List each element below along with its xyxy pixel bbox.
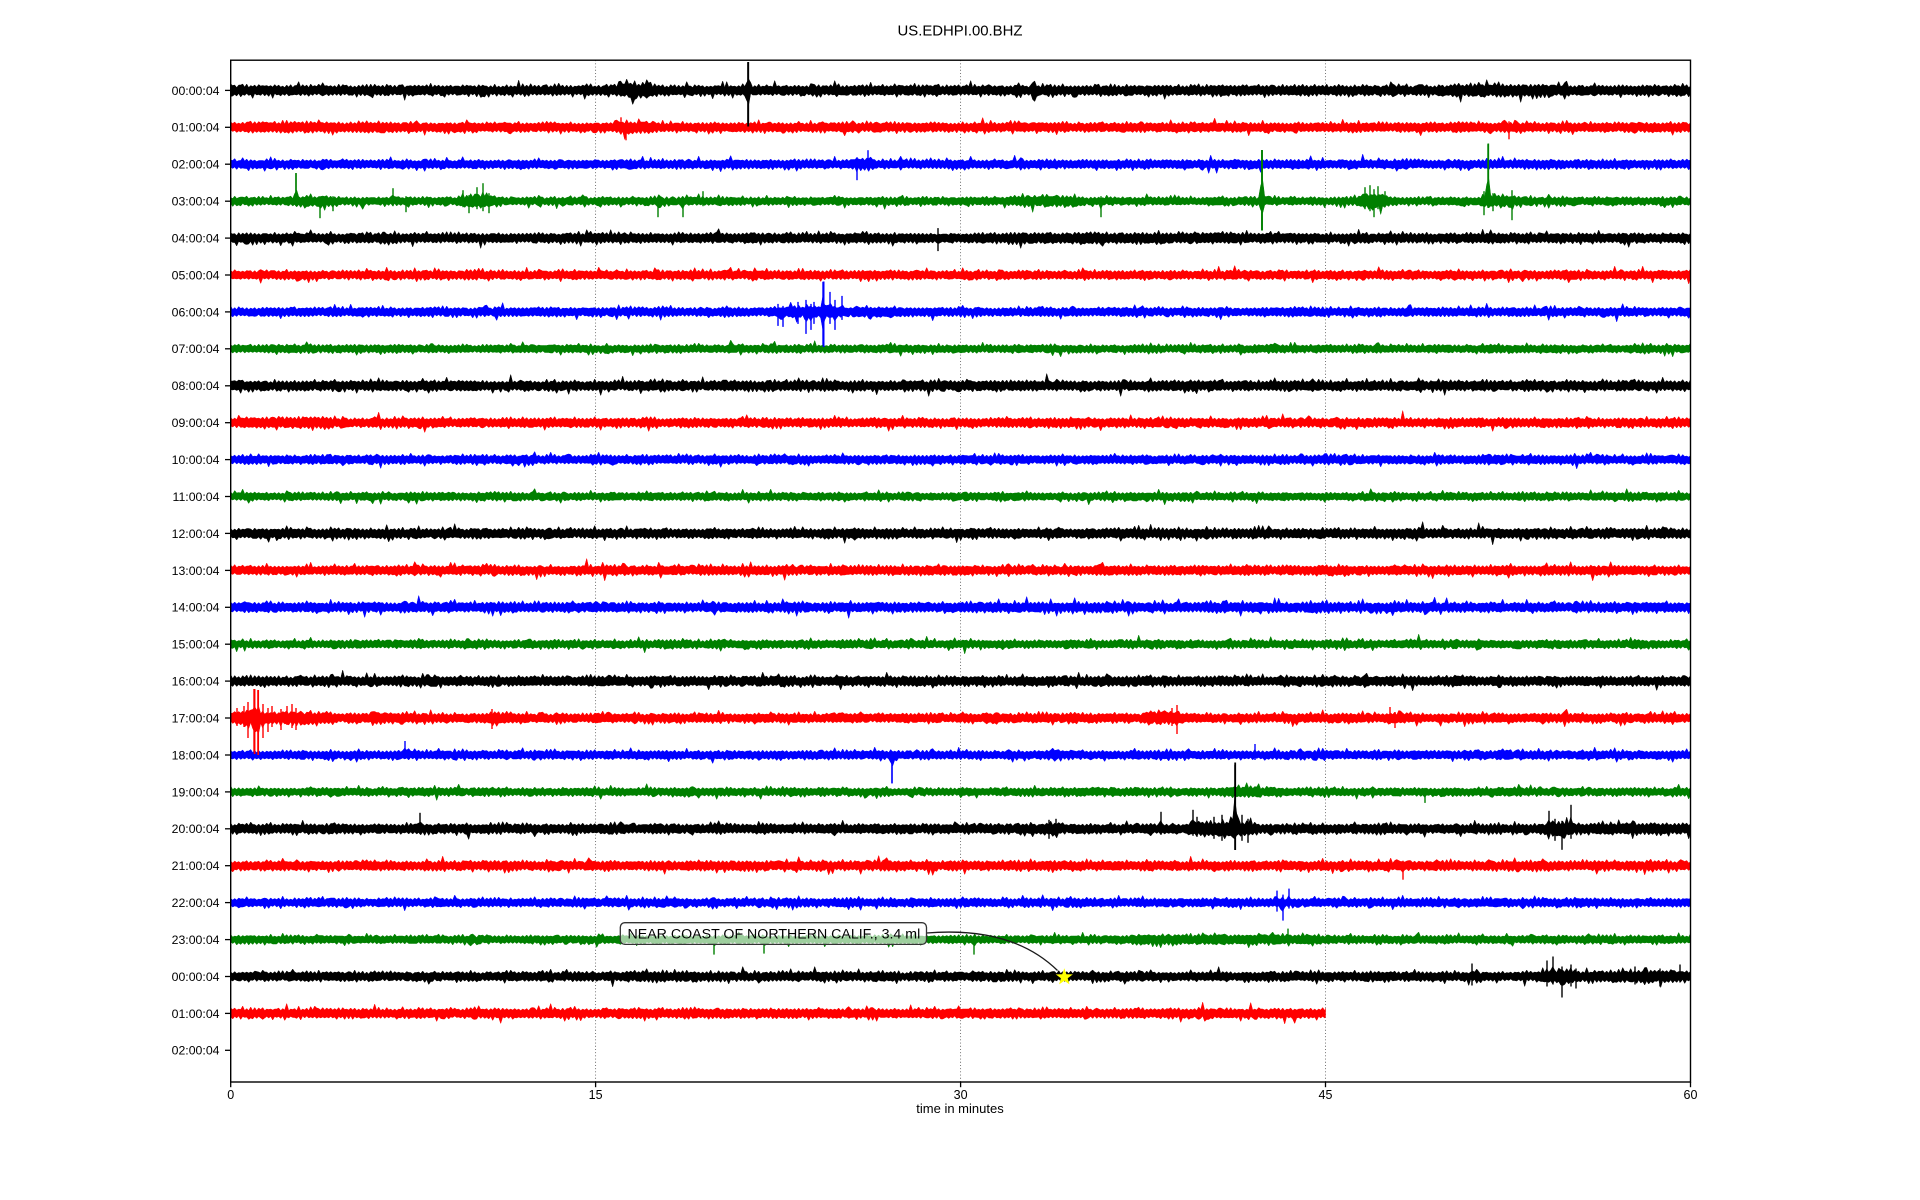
- svg-text:22:00:04: 22:00:04: [172, 896, 220, 910]
- svg-text:00:00:04: 00:00:04: [172, 970, 220, 984]
- svg-text:11:00:04: 11:00:04: [173, 490, 220, 504]
- svg-text:14:00:04: 14:00:04: [172, 601, 220, 615]
- svg-text:02:00:04: 02:00:04: [172, 1044, 220, 1058]
- svg-text:10:00:04: 10:00:04: [172, 453, 220, 467]
- svg-text:13:00:04: 13:00:04: [172, 564, 220, 578]
- svg-text:US.EDHPI.00.BHZ: US.EDHPI.00.BHZ: [898, 23, 1023, 39]
- svg-text:20:00:04: 20:00:04: [172, 822, 220, 836]
- svg-text:06:00:04: 06:00:04: [172, 305, 220, 319]
- svg-text:time in minutes: time in minutes: [916, 1101, 1004, 1116]
- svg-text:07:00:04: 07:00:04: [172, 342, 220, 356]
- svg-text:05:00:04: 05:00:04: [172, 268, 220, 282]
- svg-text:19:00:04: 19:00:04: [172, 785, 220, 799]
- svg-text:NEAR COAST OF NORTHERN CALIF.,: NEAR COAST OF NORTHERN CALIF., 3.4 ml: [628, 927, 921, 943]
- svg-text:00:00:04: 00:00:04: [172, 84, 220, 98]
- svg-text:16:00:04: 16:00:04: [172, 675, 220, 689]
- svg-text:0: 0: [227, 1088, 234, 1102]
- svg-text:01:00:04: 01:00:04: [172, 1007, 220, 1021]
- svg-text:17:00:04: 17:00:04: [172, 711, 220, 725]
- svg-text:18:00:04: 18:00:04: [172, 748, 220, 762]
- svg-text:21:00:04: 21:00:04: [172, 859, 220, 873]
- svg-text:15:00:04: 15:00:04: [172, 638, 220, 652]
- svg-text:12:00:04: 12:00:04: [172, 527, 220, 541]
- svg-text:09:00:04: 09:00:04: [172, 416, 220, 430]
- svg-text:60: 60: [1684, 1088, 1698, 1102]
- svg-text:30: 30: [954, 1088, 968, 1102]
- svg-text:08:00:04: 08:00:04: [172, 379, 220, 393]
- svg-text:23:00:04: 23:00:04: [172, 933, 220, 947]
- svg-text:01:00:04: 01:00:04: [172, 121, 220, 135]
- svg-text:04:00:04: 04:00:04: [172, 232, 220, 246]
- svg-text:02:00:04: 02:00:04: [172, 158, 220, 172]
- svg-text:15: 15: [589, 1088, 603, 1102]
- svg-text:03:00:04: 03:00:04: [172, 195, 220, 209]
- svg-text:45: 45: [1319, 1088, 1333, 1102]
